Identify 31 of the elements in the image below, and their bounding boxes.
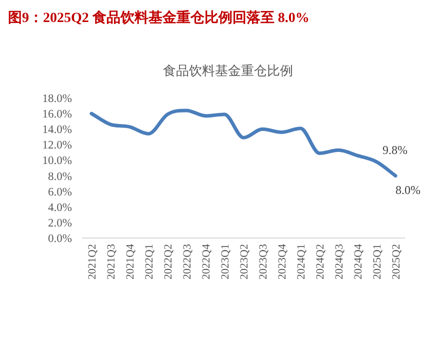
y-tick-label: 10.0% (42, 155, 72, 168)
x-tick-label: 2023Q4 (276, 244, 288, 280)
y-tick-label: 6.0% (48, 186, 72, 198)
x-tick-label: 2021Q3 (106, 244, 118, 280)
x-tick-label: 2023Q1 (220, 244, 232, 280)
x-tick-label: 2024Q2 (314, 244, 326, 280)
x-tick-label: 2023Q2 (238, 244, 250, 280)
y-tick-label: 0.0% (48, 233, 72, 245)
y-tick-label: 18.0% (42, 93, 72, 105)
x-tick-label: 2022Q2 (162, 244, 174, 280)
x-tick-label: 2022Q1 (144, 244, 156, 280)
x-tick-label: 2025Q2 (390, 244, 402, 280)
x-tick-label: 2022Q4 (200, 244, 212, 280)
y-tick-label: 12.0% (42, 140, 72, 152)
y-tick-label: 14.0% (42, 124, 72, 136)
x-tick-label: 2023Q3 (258, 244, 270, 280)
y-tick-label: 16.0% (42, 108, 72, 121)
subtitle: 食品饮料基金重仓比例 (163, 63, 293, 78)
y-tick-label: 8.0% (48, 170, 72, 183)
x-tick-label: 2024Q4 (352, 244, 364, 280)
data-label: 9.8% (382, 142, 408, 157)
data-label: 8.0% (396, 182, 420, 197)
y-tick-label: 2.0% (48, 217, 72, 230)
title: 图9：2025Q2 食品饮料基金重仓比例回落至 8.0% (8, 11, 310, 26)
x-tick-label: 2022Q3 (182, 244, 194, 280)
x-tick-label: 2024Q3 (334, 244, 346, 280)
x-tick-label: 2021Q2 (86, 244, 98, 280)
x-tick-label: 2025Q1 (372, 244, 384, 280)
x-tick-label: 2021Q4 (124, 244, 136, 280)
y-tick-label: 4.0% (48, 202, 72, 214)
x-tick-label: 2024Q1 (296, 244, 308, 280)
